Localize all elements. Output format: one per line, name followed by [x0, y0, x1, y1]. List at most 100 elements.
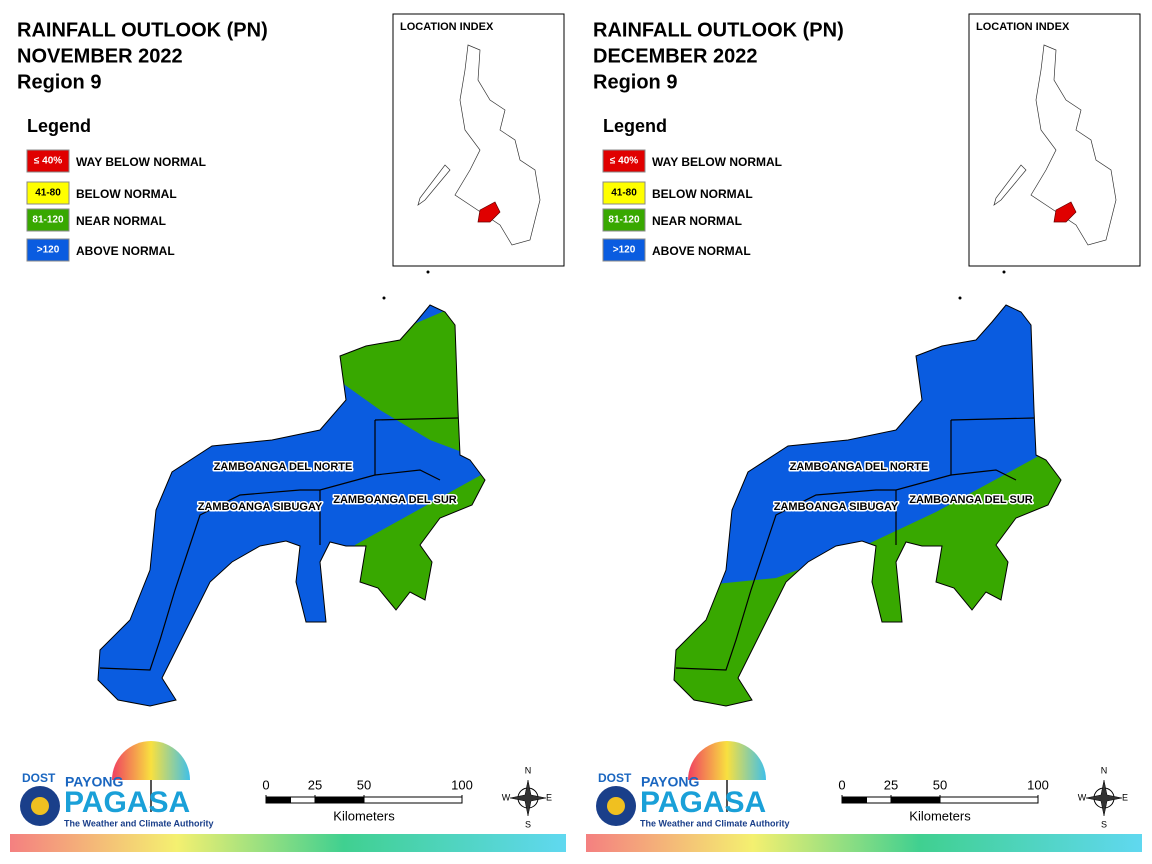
legend-label: ABOVE NORMAL	[652, 244, 751, 258]
province-label: ZAMBOANGA DEL SUR	[333, 494, 457, 506]
compass-letter: N	[1101, 765, 1108, 775]
footer-gradient	[10, 834, 566, 852]
compass-letter: E	[546, 792, 552, 802]
map-title: DECEMBER 2022	[593, 45, 758, 67]
legend-title: Legend	[27, 116, 91, 136]
islet	[958, 296, 962, 300]
scale-label: 50	[357, 777, 371, 792]
map-title: RAINFALL OUTLOOK (PN)	[17, 19, 268, 41]
logo-agency: DOST	[22, 771, 56, 785]
legend-key: >120	[613, 245, 636, 256]
legend-label: NEAR NORMAL	[76, 214, 166, 228]
scale-segment	[890, 796, 941, 804]
region-highlight	[1053, 201, 1077, 223]
legend-swatch	[26, 238, 70, 262]
scale-segment	[363, 796, 463, 804]
legend-label: BELOW NORMAL	[652, 187, 753, 201]
region-outline	[97, 304, 486, 707]
legend-swatch	[26, 149, 70, 173]
legend-label: ABOVE NORMAL	[76, 244, 175, 258]
compass-letter: W	[502, 792, 511, 802]
scale-label: 25	[308, 777, 322, 792]
province-label: ZAMBOANGA DEL NORTE	[790, 461, 929, 473]
legend-swatch	[26, 208, 70, 232]
palawan	[417, 164, 451, 206]
islet	[1002, 270, 1006, 274]
scale-segment	[939, 796, 1039, 804]
compass-letter: S	[525, 819, 531, 829]
footer-gradient	[586, 834, 1142, 852]
scale-unit: Kilometers	[333, 808, 395, 823]
scale-label: 0	[838, 777, 845, 792]
location-index-title: LOCATION INDEX	[400, 21, 494, 33]
map-title: Region 9	[17, 71, 101, 93]
map-title: RAINFALL OUTLOOK (PN)	[593, 19, 844, 41]
legend-swatch	[602, 181, 646, 205]
scale-segment	[841, 796, 867, 804]
legend-key: 81-120	[32, 215, 64, 226]
compass-letter: N	[525, 765, 532, 775]
legend-label: WAY BELOW NORMAL	[76, 155, 206, 169]
scale-label: 25	[884, 777, 898, 792]
region-outline	[673, 304, 1062, 707]
compass-letter: E	[1122, 792, 1128, 802]
legend-swatch	[26, 181, 70, 205]
compass-letter: S	[1101, 819, 1107, 829]
logo-seal-inner	[607, 797, 625, 815]
legend-key: 41-80	[611, 188, 637, 199]
philippines-silhouette	[454, 44, 541, 246]
map-panel: RAINFALL OUTLOOK (PN) NOVEMBER 2022 Region…	[10, 13, 566, 852]
scale-segment	[265, 796, 291, 804]
islet	[382, 296, 386, 300]
scale-label: 100	[1027, 777, 1049, 792]
logo-tagline: The Weather and Climate Authority	[64, 818, 214, 828]
logo-umbrella	[688, 741, 766, 780]
logo-brand: PAYONG	[65, 774, 123, 790]
map-title: NOVEMBER 2022	[17, 45, 183, 67]
province-border	[374, 469, 441, 481]
logo-name: PAGASA	[640, 786, 766, 819]
compass-star	[1085, 779, 1123, 817]
legend-swatch	[602, 238, 646, 262]
logo-seal-inner	[31, 797, 49, 815]
logo-umbrella	[112, 741, 190, 780]
province-label: ZAMBOANGA DEL NORTE	[214, 461, 353, 473]
scale-label: 100	[451, 777, 473, 792]
legend-key: >120	[37, 245, 60, 256]
province-border	[950, 417, 1035, 421]
location-index-title: LOCATION INDEX	[976, 21, 1070, 33]
region-highlight	[477, 201, 501, 223]
scale-unit: Kilometers	[909, 808, 971, 823]
legend-swatch	[602, 149, 646, 173]
compass-star	[509, 779, 547, 817]
map-title: Region 9	[593, 71, 677, 93]
palawan	[993, 164, 1027, 206]
province-border	[675, 420, 952, 671]
legend-key: ≤ 40%	[610, 156, 638, 167]
scale-segment	[866, 796, 892, 804]
legend-swatch	[602, 208, 646, 232]
province-border	[99, 420, 376, 671]
logo-agency: DOST	[598, 771, 632, 785]
province-label: ZAMBOANGA DEL SUR	[909, 494, 1033, 506]
logo-brand: PAYONG	[641, 774, 699, 790]
legend-label: WAY BELOW NORMAL	[652, 155, 782, 169]
compass-letter: W	[1078, 792, 1087, 802]
legend-label: BELOW NORMAL	[76, 187, 177, 201]
map-panel: RAINFALL OUTLOOK (PN) DECEMBER 2022 Region…	[586, 13, 1142, 852]
scale-label: 0	[262, 777, 269, 792]
scale-segment	[314, 796, 365, 804]
philippines-silhouette	[1030, 44, 1117, 246]
logo-tagline: The Weather and Climate Authority	[640, 818, 790, 828]
legend-key: ≤ 40%	[34, 156, 62, 167]
zone-near-normal	[330, 305, 470, 455]
province-border	[374, 417, 459, 421]
province-label: ZAMBOANGA SIBUGAY	[774, 501, 899, 513]
legend-key: 81-120	[608, 215, 640, 226]
scale-label: 50	[933, 777, 947, 792]
islet	[426, 270, 430, 274]
legend-label: NEAR NORMAL	[652, 214, 742, 228]
legend-title: Legend	[603, 116, 667, 136]
province-border	[950, 469, 1017, 481]
